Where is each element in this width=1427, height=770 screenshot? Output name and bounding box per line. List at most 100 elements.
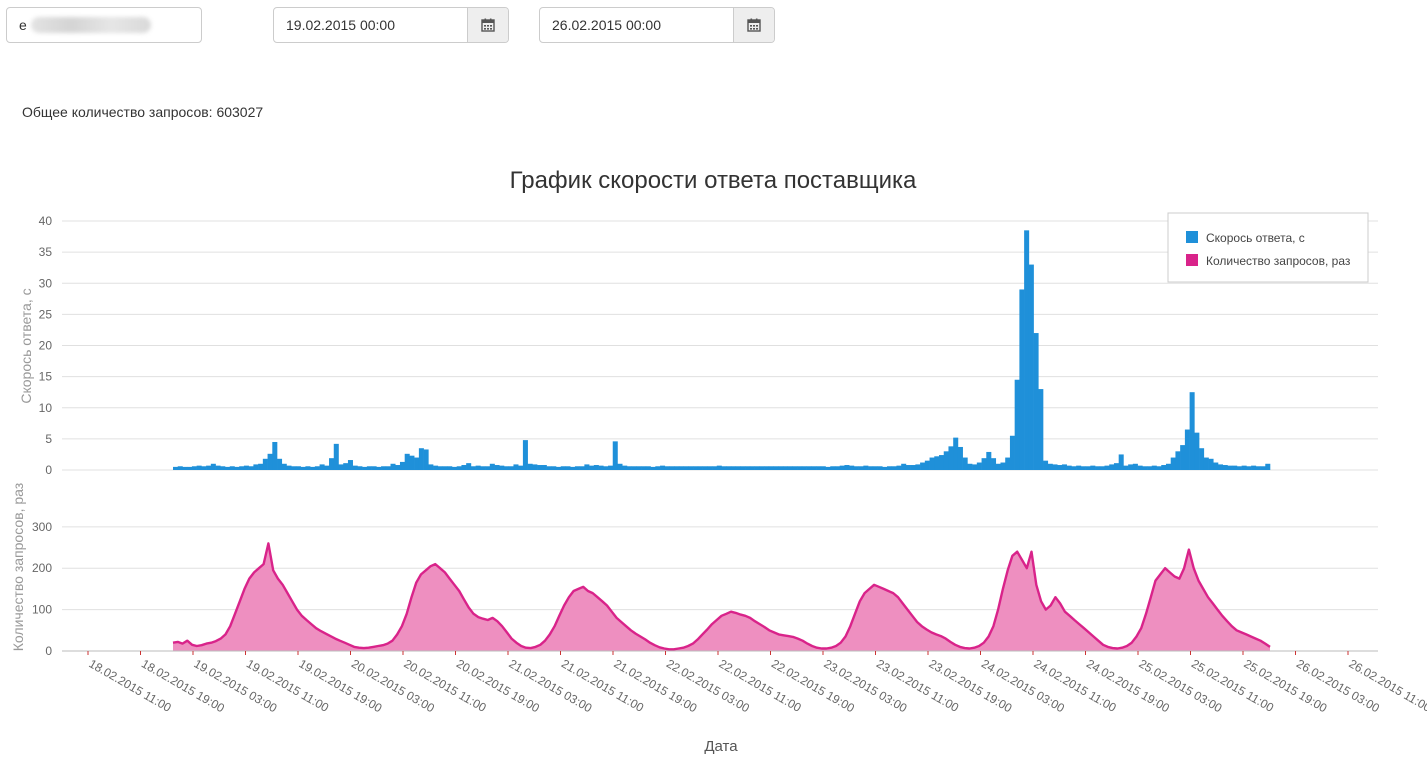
speed-bar bbox=[1095, 466, 1101, 470]
speed-bar bbox=[986, 451, 992, 470]
date-from-calendar-button[interactable] bbox=[467, 8, 508, 42]
speed-bar bbox=[357, 466, 363, 470]
speed-bar bbox=[631, 466, 637, 470]
speed-bar bbox=[295, 466, 301, 470]
speed-bar bbox=[418, 448, 424, 470]
speed-bar bbox=[957, 446, 963, 470]
supplier-value[interactable]: e bbox=[7, 8, 201, 42]
speed-bar bbox=[693, 466, 699, 470]
date-to-calendar-button[interactable] bbox=[733, 8, 774, 42]
speed-bar bbox=[390, 463, 396, 470]
speed-bar bbox=[721, 466, 727, 470]
speed-bar bbox=[678, 466, 684, 470]
speed-bar bbox=[366, 466, 372, 470]
speed-bar bbox=[773, 466, 779, 470]
speed-bar bbox=[712, 466, 718, 470]
speed-bar bbox=[981, 458, 987, 470]
speed-bar bbox=[437, 466, 443, 470]
speed-bar bbox=[267, 453, 273, 470]
speed-bar bbox=[277, 458, 283, 470]
date-from-input[interactable]: 19.02.2015 00:00 bbox=[286, 17, 395, 33]
speed-bar bbox=[1217, 464, 1224, 470]
speed-bar bbox=[787, 466, 793, 470]
response-speed-chart: График скорости ответа поставщика Скорос… bbox=[10, 167, 1427, 755]
speed-bar bbox=[1099, 466, 1105, 470]
speed-bar bbox=[820, 466, 826, 470]
legend-box bbox=[1167, 212, 1369, 283]
speed-bar bbox=[1028, 264, 1034, 470]
speed-bar bbox=[716, 465, 722, 470]
speed-bar bbox=[896, 465, 902, 470]
speed-bar bbox=[943, 451, 949, 470]
speed-bar bbox=[1208, 458, 1214, 470]
date-from-picker[interactable]: 19.02.2015 00:00 bbox=[273, 7, 509, 43]
speed-bar bbox=[688, 466, 694, 470]
top-panel-y-tick-label: 5 bbox=[45, 432, 52, 446]
speed-bar bbox=[924, 460, 930, 470]
speed-bar bbox=[622, 465, 628, 470]
speed-bar bbox=[816, 466, 822, 470]
calendar-icon bbox=[481, 18, 495, 32]
speed-bar bbox=[546, 466, 552, 470]
speed-bar bbox=[1090, 465, 1096, 470]
speed-bar bbox=[589, 465, 595, 470]
speed-bar bbox=[991, 458, 997, 470]
date-to-input[interactable]: 26.02.2015 00:00 bbox=[552, 17, 661, 33]
speed-bar bbox=[305, 466, 311, 470]
top-panel-y-label: Скорось ответа, с bbox=[18, 288, 34, 403]
speed-bar bbox=[220, 466, 226, 470]
speed-bar bbox=[314, 466, 320, 470]
speed-bar bbox=[225, 466, 231, 470]
speed-bar bbox=[173, 466, 179, 470]
speed-bar bbox=[754, 466, 760, 470]
speed-bar bbox=[347, 460, 353, 470]
speed-bar bbox=[1052, 464, 1058, 470]
speed-series bbox=[173, 230, 1271, 470]
speed-bar bbox=[882, 466, 888, 470]
legend-label-speed: Скорось ответа, с bbox=[1206, 231, 1305, 245]
date-to-picker[interactable]: 26.02.2015 00:00 bbox=[539, 7, 775, 43]
speed-bar bbox=[196, 465, 202, 470]
speed-bar bbox=[414, 457, 420, 470]
speed-bar bbox=[768, 466, 774, 470]
speed-bar bbox=[191, 466, 197, 470]
speed-bar bbox=[362, 466, 368, 470]
x-axis-label: Дата bbox=[704, 738, 738, 755]
speed-bar bbox=[839, 465, 845, 470]
speed-bar bbox=[901, 463, 907, 470]
speed-bar bbox=[513, 464, 519, 470]
speed-bar bbox=[565, 466, 571, 470]
speed-bar bbox=[1019, 289, 1025, 470]
speed-bar bbox=[1142, 466, 1148, 470]
speed-bar bbox=[319, 464, 325, 470]
speed-bar bbox=[447, 466, 453, 470]
calendar-icon bbox=[747, 18, 761, 32]
speed-bar bbox=[1184, 429, 1190, 470]
total-requests-label: Общее количество запросов: 603027 bbox=[22, 104, 264, 120]
speed-bar bbox=[329, 458, 335, 470]
speed-bar bbox=[1137, 465, 1143, 470]
speed-bar bbox=[825, 466, 831, 470]
speed-bar bbox=[291, 466, 297, 470]
speed-bar bbox=[570, 466, 576, 470]
speed-bar bbox=[1236, 466, 1242, 470]
speed-bar bbox=[650, 466, 656, 470]
speed-bar bbox=[541, 465, 547, 470]
speed-bar bbox=[310, 466, 316, 470]
speed-bar bbox=[1175, 451, 1181, 470]
speed-bar bbox=[234, 466, 240, 470]
speed-bar bbox=[352, 465, 358, 470]
speed-bar bbox=[404, 453, 410, 470]
speed-bar bbox=[759, 466, 765, 470]
legend: Скорось ответа, с Количество запросов, р… bbox=[1167, 212, 1369, 283]
speed-bar bbox=[333, 443, 339, 470]
bottom-panel-y-tick-label: 200 bbox=[32, 561, 52, 575]
speed-bar bbox=[324, 465, 330, 470]
speed-bar bbox=[740, 466, 746, 470]
speed-bar bbox=[499, 465, 505, 470]
speed-bar bbox=[886, 466, 893, 470]
speed-bar bbox=[811, 466, 817, 470]
bottom-panel-y-ticks: 0 100 200 300 bbox=[32, 520, 52, 658]
supplier-field[interactable]: e bbox=[6, 7, 202, 43]
speed-bar bbox=[522, 440, 528, 470]
